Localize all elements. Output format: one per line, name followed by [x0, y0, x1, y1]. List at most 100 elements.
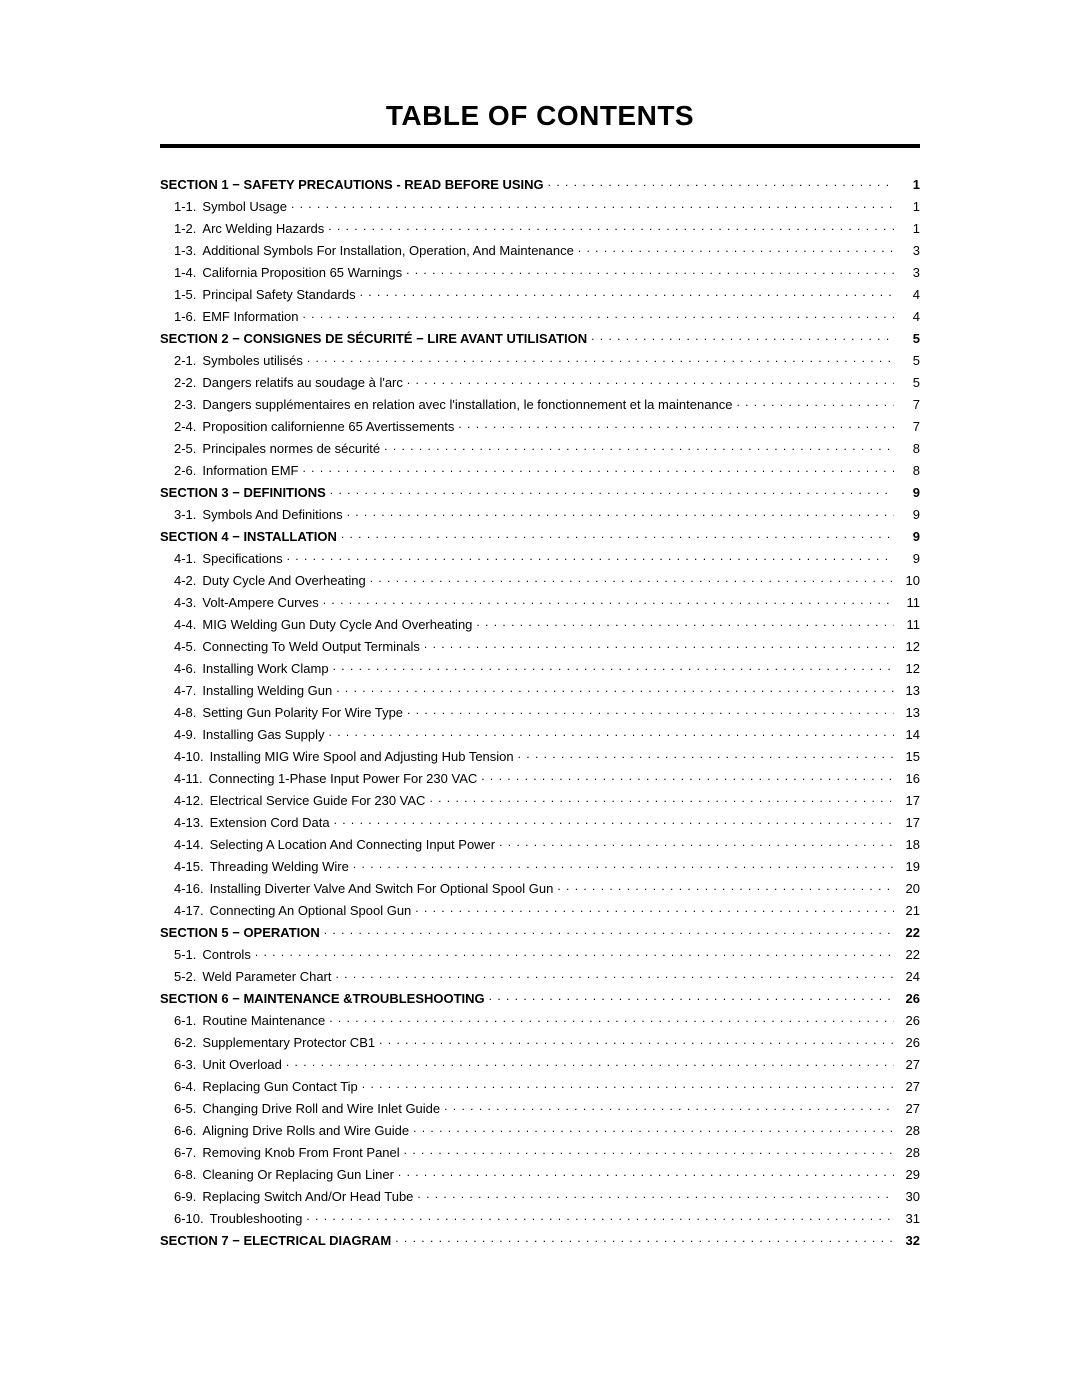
leader-dots: [395, 1232, 894, 1245]
toc-item-label: Principal Safety Standards: [202, 288, 355, 301]
title-rule: [160, 144, 920, 148]
toc-item-label: California Proposition 65 Warnings: [202, 266, 402, 279]
toc-item-row: 2-5.Principales normes de sécurité8: [160, 440, 920, 455]
toc-item-number: 6-7.: [160, 1146, 202, 1159]
toc-item-label: Selecting A Location And Connecting Inpu…: [210, 838, 495, 851]
toc-item-label: Volt-Ampere Curves: [202, 596, 318, 609]
leader-dots: [458, 418, 894, 431]
toc-item-label: Symboles utilisés: [202, 354, 302, 367]
leader-dots: [303, 462, 895, 475]
toc-item-page: 3: [898, 266, 920, 279]
toc-item-page: 11: [898, 596, 920, 609]
toc-item-row: 4-1.Specifications9: [160, 550, 920, 565]
leader-dots: [476, 616, 894, 629]
toc-item-number: 6-3.: [160, 1058, 202, 1071]
toc-section-page: 9: [898, 486, 920, 499]
toc-item-number: 4-17.: [160, 904, 210, 917]
toc-item-number: 2-1.: [160, 354, 202, 367]
toc-section-label: SECTION 1 − SAFETY PRECAUTIONS - READ BE…: [160, 178, 544, 191]
toc-item-label: Dangers relatifs au soudage à l'arc: [202, 376, 402, 389]
toc-item-page: 27: [898, 1058, 920, 1071]
toc-item-number: 6-1.: [160, 1014, 202, 1027]
toc-item-label: Installing Work Clamp: [202, 662, 328, 675]
toc-item-page: 15: [898, 750, 920, 763]
toc-item-number: 4-2.: [160, 574, 202, 587]
toc-item-number: 4-10.: [160, 750, 210, 763]
toc-item-number: 4-9.: [160, 728, 202, 741]
leader-dots: [306, 1210, 894, 1223]
toc-item-number: 4-3.: [160, 596, 202, 609]
toc-section-page: 5: [898, 332, 920, 345]
toc-item-label: Setting Gun Polarity For Wire Type: [202, 706, 403, 719]
toc-item-number: 4-12.: [160, 794, 210, 807]
toc-item-row: 1-3.Additional Symbols For Installation,…: [160, 242, 920, 257]
leader-dots: [407, 374, 894, 387]
table-of-contents: SECTION 1 − SAFETY PRECAUTIONS - READ BE…: [160, 176, 920, 1247]
leader-dots: [424, 638, 894, 651]
toc-item-row: 5-2.Weld Parameter Chart24: [160, 968, 920, 983]
toc-item-page: 4: [898, 310, 920, 323]
toc-item-number: 1-4.: [160, 266, 202, 279]
toc-item-page: 11: [898, 618, 920, 631]
toc-item-label: Symbol Usage: [202, 200, 287, 213]
toc-item-label: Duty Cycle And Overheating: [202, 574, 365, 587]
toc-item-row: 1-1.Symbol Usage1: [160, 198, 920, 213]
toc-item-page: 1: [898, 222, 920, 235]
leader-dots: [481, 770, 894, 783]
toc-item-page: 16: [898, 772, 920, 785]
toc-item-number: 4-1.: [160, 552, 202, 565]
toc-item-page: 10: [898, 574, 920, 587]
leader-dots: [489, 990, 894, 1003]
toc-item-page: 20: [898, 882, 920, 895]
leader-dots: [362, 1078, 894, 1091]
toc-item-label: Troubleshooting: [210, 1212, 303, 1225]
leader-dots: [330, 484, 894, 497]
toc-item-label: Cleaning Or Replacing Gun Liner: [202, 1168, 394, 1181]
toc-item-page: 9: [898, 508, 920, 521]
toc-item-number: 4-15.: [160, 860, 210, 873]
toc-item-label: Supplementary Protector CB1: [202, 1036, 375, 1049]
toc-item-label: Arc Welding Hazards: [202, 222, 324, 235]
toc-item-row: 4-12.Electrical Service Guide For 230 VA…: [160, 792, 920, 807]
toc-item-number: 1-6.: [160, 310, 202, 323]
leader-dots: [548, 176, 894, 189]
toc-section-page: 32: [898, 1234, 920, 1247]
toc-item-label: Information EMF: [202, 464, 298, 477]
toc-section-page: 9: [898, 530, 920, 543]
toc-item-row: 1-4.California Proposition 65 Warnings 3: [160, 264, 920, 279]
toc-item-label: Installing Gas Supply: [202, 728, 324, 741]
toc-section-page: 1: [898, 178, 920, 191]
toc-item-page: 4: [898, 288, 920, 301]
toc-item-row: 4-10.Installing MIG Wire Spool and Adjus…: [160, 748, 920, 763]
toc-item-page: 18: [898, 838, 920, 851]
toc-item-page: 28: [898, 1124, 920, 1137]
toc-item-page: 7: [898, 398, 920, 411]
leader-dots: [353, 858, 894, 871]
toc-item-number: 2-2.: [160, 376, 202, 389]
toc-item-label: Installing MIG Wire Spool and Adjusting …: [210, 750, 514, 763]
toc-item-number: 2-6.: [160, 464, 202, 477]
leader-dots: [404, 1144, 894, 1157]
toc-item-row: 3-1.Symbols And Definitions9: [160, 506, 920, 521]
toc-item-page: 30: [898, 1190, 920, 1203]
toc-item-page: 22: [898, 948, 920, 961]
leader-dots: [287, 550, 894, 563]
toc-item-number: 4-14.: [160, 838, 210, 851]
toc-item-row: 6-7.Removing Knob From Front Panel28: [160, 1144, 920, 1159]
toc-item-number: 2-3.: [160, 398, 202, 411]
toc-item-label: Installing Diverter Valve And Switch For…: [210, 882, 554, 895]
toc-item-row: 2-1.Symboles utilisés 5: [160, 352, 920, 367]
toc-item-row: 4-6.Installing Work Clamp12: [160, 660, 920, 675]
leader-dots: [591, 330, 894, 343]
page: TABLE OF CONTENTS SECTION 1 − SAFETY PRE…: [0, 0, 1080, 1397]
toc-item-page: 31: [898, 1212, 920, 1225]
leader-dots: [328, 220, 894, 233]
page-title: TABLE OF CONTENTS: [160, 100, 920, 132]
toc-item-page: 26: [898, 1036, 920, 1049]
toc-item-row: 6-2.Supplementary Protector CB126: [160, 1034, 920, 1049]
toc-item-label: Proposition californienne 65 Avertisseme…: [202, 420, 454, 433]
leader-dots: [557, 880, 894, 893]
toc-item-row: 4-15.Threading Welding Wire19: [160, 858, 920, 873]
toc-item-page: 5: [898, 354, 920, 367]
toc-item-page: 17: [898, 794, 920, 807]
